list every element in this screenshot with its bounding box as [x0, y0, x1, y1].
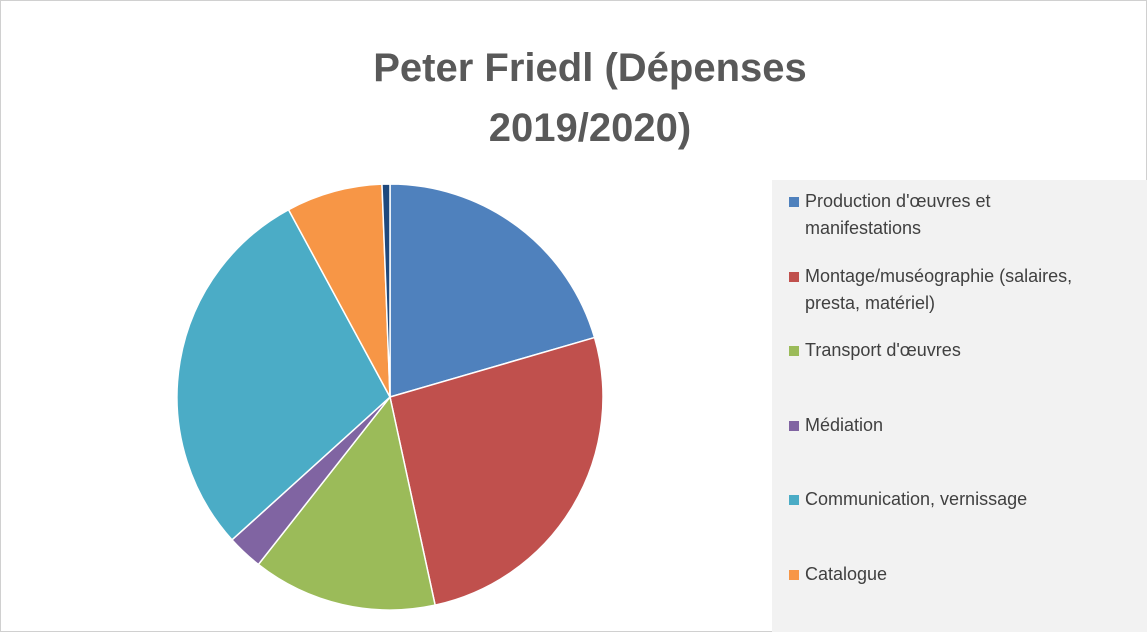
legend-swatch	[789, 197, 799, 207]
legend-label: Production d'œuvres et manifestations	[805, 191, 991, 238]
legend-swatch	[789, 271, 799, 282]
pie-slice	[381, 183, 391, 398]
chart-title: Peter Friedl (Dépenses 2019/2020)	[373, 46, 807, 150]
legend-label: Communication, vernissage	[805, 489, 1028, 509]
legend-swatch	[789, 346, 799, 356]
pie-slice	[257, 395, 437, 611]
legend-label: Transport d'œuvres	[805, 340, 961, 360]
legend: Production d'œuvres et manifestations Mon…	[772, 180, 1147, 632]
legend-swatch	[789, 495, 799, 505]
pie-slice	[389, 336, 604, 607]
pie-slice	[176, 208, 391, 541]
legend-label: Médiation	[805, 414, 884, 435]
pie-slice	[389, 183, 596, 398]
legend-swatch	[789, 420, 799, 431]
legend-label: Montage/muséographie (salaires, presta, …	[805, 265, 1073, 313]
legend-swatch	[789, 569, 799, 580]
pie-slice	[287, 183, 391, 398]
pie-chart	[176, 183, 604, 611]
legend-label: Catalogue	[805, 563, 888, 584]
